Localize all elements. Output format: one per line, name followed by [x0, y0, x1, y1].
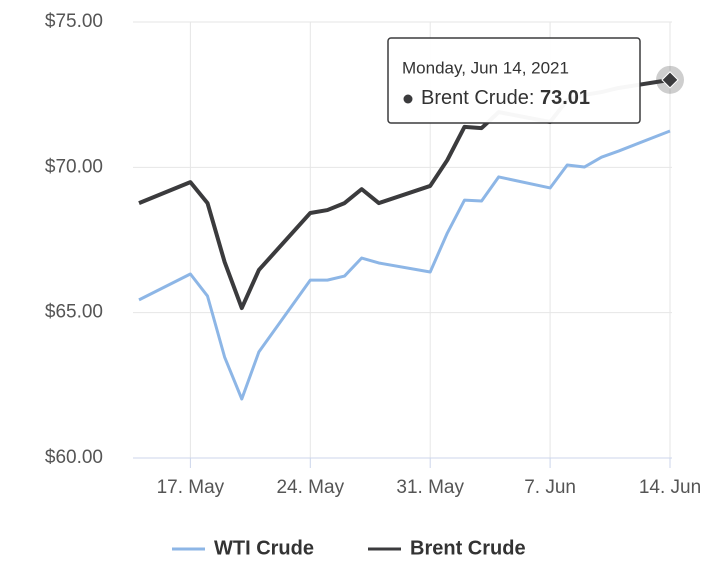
- y-tick-label: $75.00: [45, 11, 103, 32]
- x-tick-label: 14. Jun: [639, 477, 701, 498]
- hover-marker: [661, 71, 679, 89]
- legend-label: Brent Crude: [410, 537, 526, 559]
- y-tick-label: $70.00: [45, 156, 103, 177]
- x-tick-label: 17. May: [157, 477, 225, 498]
- tooltip-value: 73.01: [540, 87, 590, 109]
- x-tick-label: 7. Jun: [524, 477, 576, 498]
- tooltip-box: [387, 37, 641, 124]
- line-series: [138, 129, 671, 401]
- tooltip-bullet: [403, 94, 413, 104]
- y-tick-label: $60.00: [45, 447, 103, 468]
- tooltip-series: Brent Crude:: [421, 87, 534, 109]
- y-tick-label: $65.00: [45, 302, 103, 323]
- x-tick-label: 24. May: [276, 477, 344, 498]
- tooltip-title: Monday, Jun 14, 2021: [402, 58, 569, 77]
- tooltip: Monday, Jun 14, 2021 Brent Crude: 73.01: [387, 37, 641, 124]
- legend-label: WTI Crude: [214, 537, 314, 559]
- tooltip-label: Brent Crude: 73.01: [421, 87, 590, 109]
- x-tick-label: 31. May: [396, 477, 464, 498]
